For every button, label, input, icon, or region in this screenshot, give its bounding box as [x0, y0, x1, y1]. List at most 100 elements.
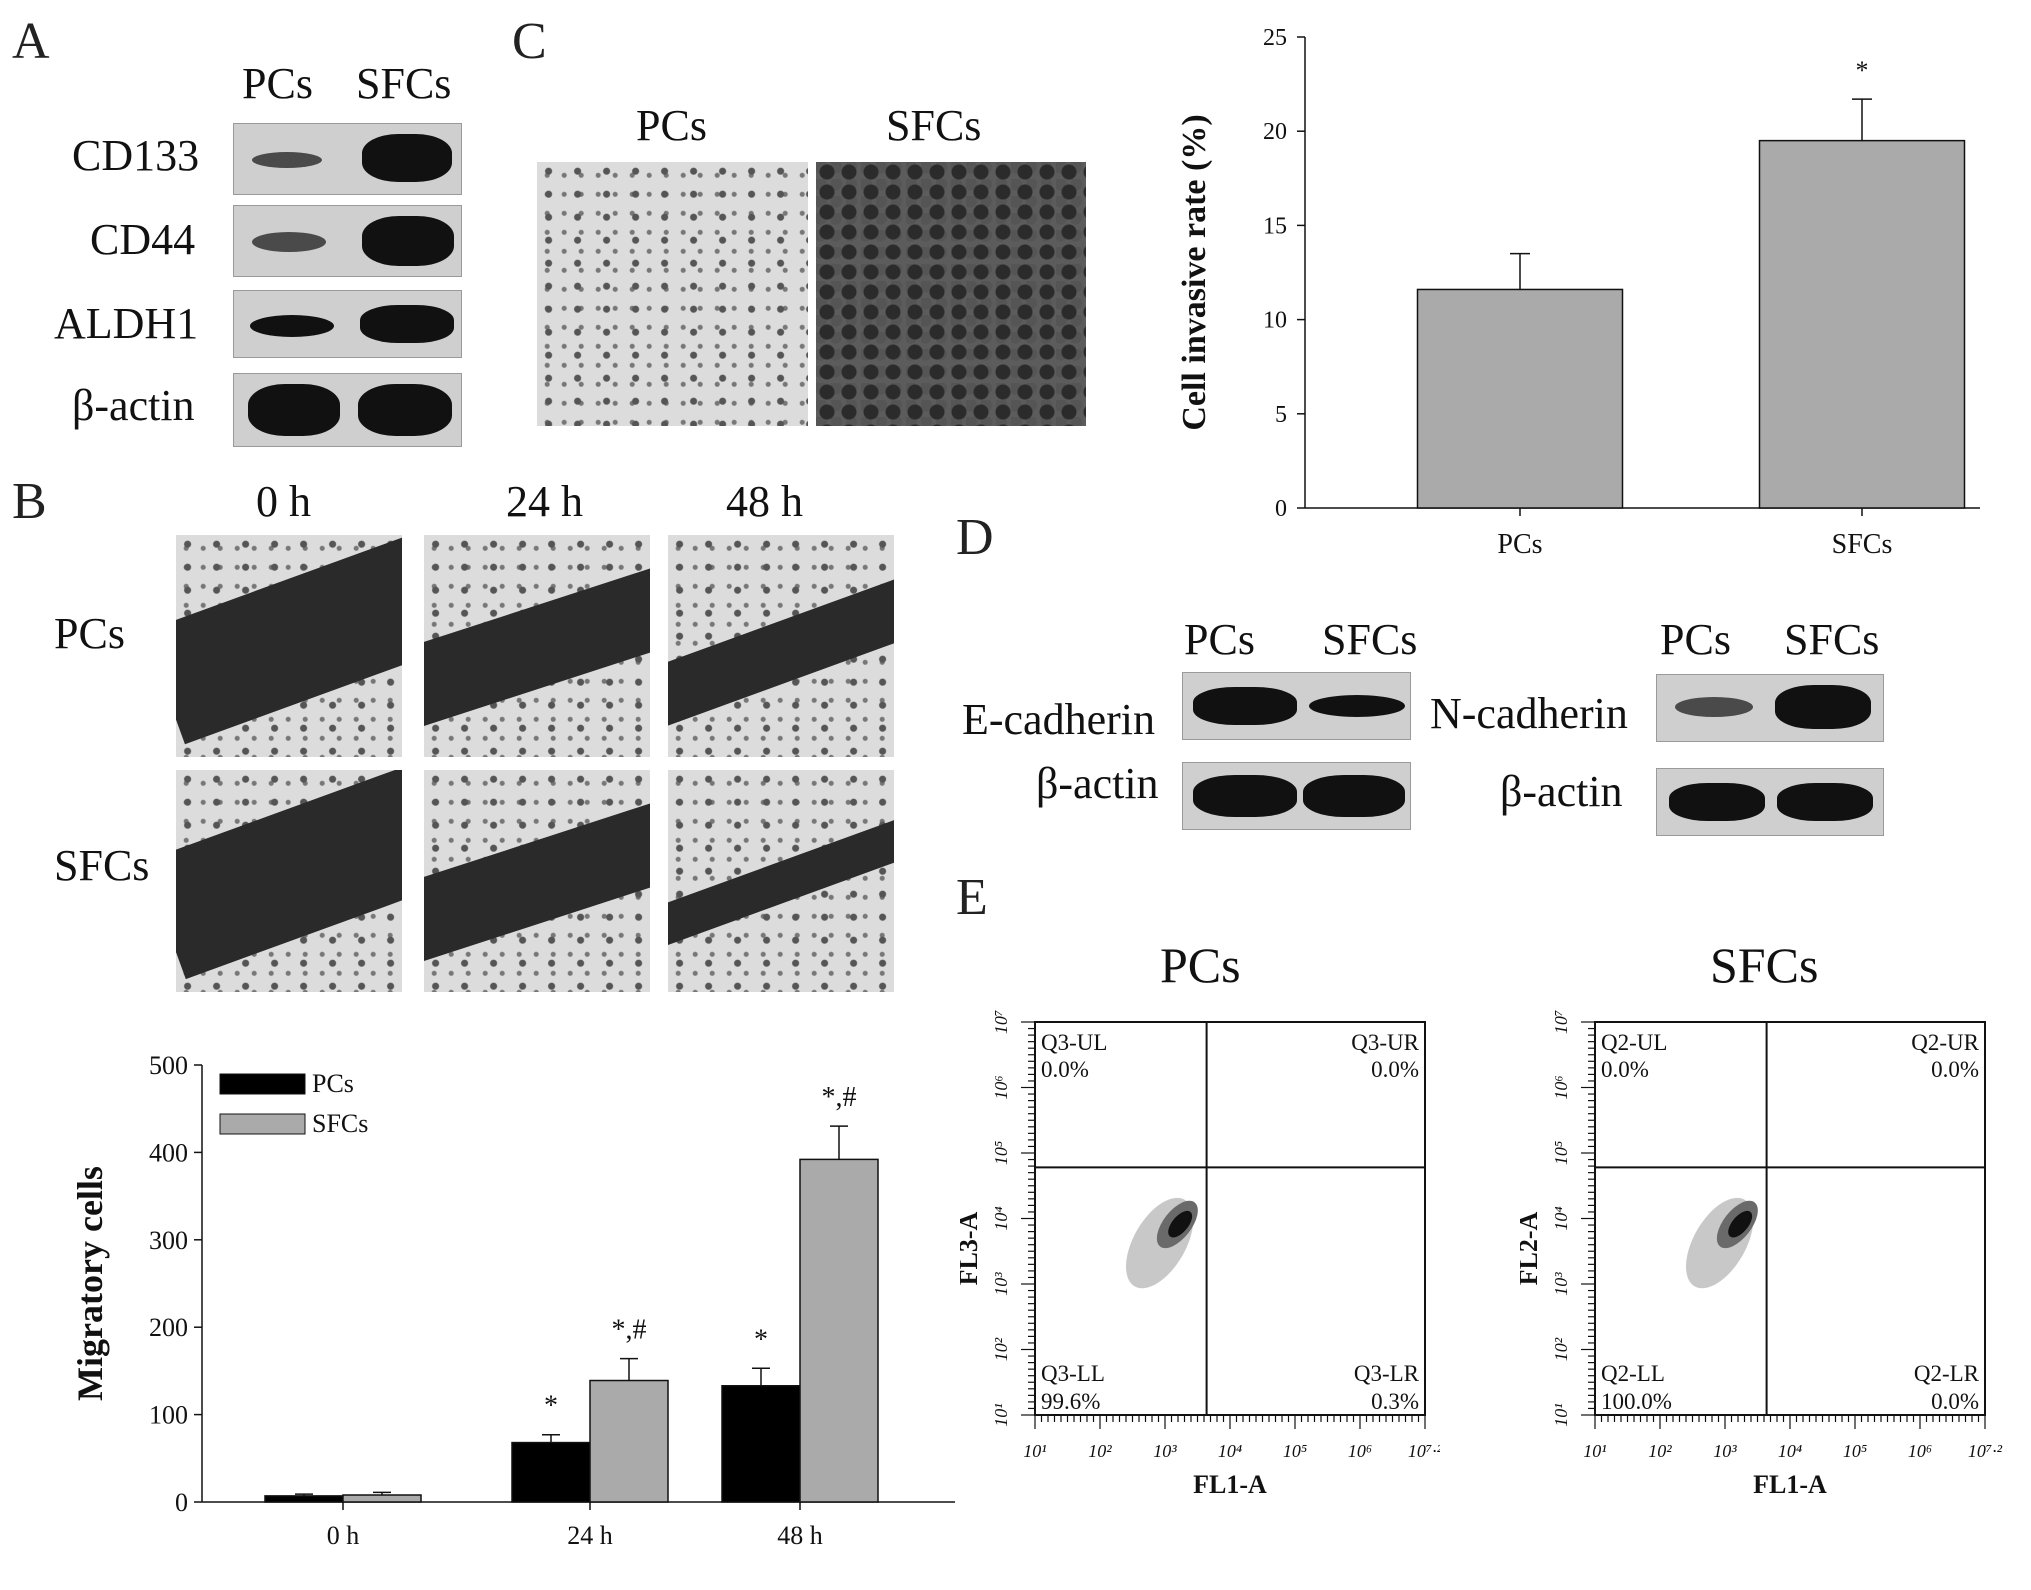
quadrant-value-ul: 0.0%	[1041, 1057, 1089, 1082]
bar-pcs-1	[511, 1441, 591, 1503]
panel-b-time-label-24h: 24 h	[506, 477, 583, 526]
quadrant-value-ll: 100.0%	[1601, 1389, 1672, 1414]
facs-population-core	[1168, 1210, 1193, 1238]
panel-b-time-label-0h: 0 h	[256, 477, 311, 526]
facs-frame	[1594, 1021, 1986, 1416]
quadrant-label-ur: Q2-UR	[1911, 1030, 1979, 1055]
blot-beta-actin-d-left	[1182, 762, 1411, 830]
y-tick-label: 100	[149, 1401, 188, 1430]
legend-swatch-sfcs	[219, 1113, 306, 1135]
significance-label: *,#	[612, 1315, 647, 1346]
facs-y-tick-label: 10⁵	[991, 1141, 1011, 1165]
facs-x-tick-label: 10²	[1088, 1441, 1112, 1461]
y-tick-label: 10	[1263, 308, 1287, 334]
y-tick-label: 200	[149, 1313, 188, 1342]
facs-y-tick-label: 10⁶	[1551, 1075, 1571, 1099]
panel-d-left-col-pcs: PCs	[1184, 615, 1255, 664]
scratch-image-pcs-48h	[668, 535, 894, 757]
band-e-cadherin-pcs	[1193, 687, 1297, 725]
panel-letter-d: D	[956, 509, 994, 566]
quadrant-value-ll: 99.6%	[1041, 1389, 1100, 1414]
facs-y-tick-label: 10⁶	[991, 1075, 1011, 1099]
quadrant-label-ll: Q3-LL	[1041, 1361, 1105, 1386]
y-tick-label: 20	[1263, 119, 1287, 145]
significance-label: *,#	[822, 1082, 857, 1113]
quadrant-label-ul: Q3-UL	[1041, 1030, 1107, 1055]
scratch-image-sfcs-24h	[424, 770, 650, 992]
scratch-image-sfcs-48h	[668, 770, 894, 992]
blot-aldh1	[233, 290, 462, 358]
bar-sfcs	[1758, 139, 1966, 509]
facs-y-tick-label: 10¹	[1551, 1403, 1571, 1426]
band-beta-actin-dl-sfcs	[1303, 775, 1405, 817]
bar-sfcs-0	[342, 1494, 422, 1503]
y-tick-label: 0	[1275, 496, 1287, 522]
scratch-image-pcs-24h	[424, 535, 650, 757]
panel-a-row-label-beta-actin: β-actin	[72, 381, 195, 430]
band-beta-actin-dr-sfcs	[1777, 783, 1873, 821]
band-aldh1-pcs	[250, 315, 334, 337]
facs-y-tick-label: 10⁷	[991, 1010, 1011, 1034]
x-tick-label-sfcs: SFCs	[1832, 529, 1893, 560]
quadrant-label-lr: Q2-LR	[1914, 1361, 1980, 1386]
blot-n-cadherin	[1656, 674, 1884, 742]
facs-plot-pcs: 10¹ 10² 10³ 10⁴ 10⁵ 10⁶ 10⁷·² 10¹ 10² 10³ 10⁴ 10⁵ 10…	[960, 1010, 1440, 1499]
blot-beta-actin-a	[233, 373, 462, 447]
facs-y-tick-label: 10⁴	[991, 1206, 1011, 1230]
legend-swatch-pcs	[219, 1073, 306, 1095]
quadrant-value-lr: 0.3%	[1371, 1389, 1419, 1414]
facs-plot-sfcs: 10¹ 10² 10³ 10⁴ 10⁵ 10⁶ 10⁷·² 10¹ 10² 10³ 10⁴ 10⁵ 10…	[1520, 1010, 2003, 1499]
band-n-cadherin-pcs	[1675, 697, 1753, 717]
invasion-image-pcs	[537, 162, 808, 426]
facs-x-tick-label: 10³	[1713, 1441, 1737, 1461]
band-beta-actin-dl-pcs	[1193, 775, 1297, 817]
band-beta-actin-a-sfcs	[358, 384, 452, 436]
band-cd133-sfcs	[362, 134, 452, 182]
quadrant-label-lr: Q3-LR	[1354, 1361, 1420, 1386]
bar-sfcs-2	[799, 1158, 879, 1503]
facs-x-tick-label: 10¹	[1583, 1441, 1606, 1461]
facs-x-axis-label: FL1-A	[1193, 1470, 1267, 1499]
significance-label: *	[544, 1391, 558, 1422]
panel-c-image-label-pcs: PCs	[636, 101, 707, 150]
band-beta-actin-a-pcs	[248, 384, 340, 436]
quadrant-value-ur: 0.0%	[1931, 1057, 1979, 1082]
panel-d-label-beta-actin-right: β-actin	[1500, 767, 1623, 816]
y-tick-label: 5	[1275, 402, 1287, 428]
x-tick-label: 48 h	[777, 1521, 823, 1550]
scratch-image-sfcs-0h	[176, 770, 402, 992]
y-tick-label: 15	[1263, 213, 1287, 239]
bar-pcs-2	[721, 1385, 801, 1503]
facs-frame	[1034, 1021, 1426, 1416]
facs-y-tick-label: 10⁴	[1551, 1206, 1571, 1230]
quadrant-value-lr: 0.0%	[1931, 1389, 1979, 1414]
panel-d-label-e-cadherin: E-cadherin	[962, 695, 1155, 744]
panel-d-right-col-sfcs: SFCs	[1784, 615, 1880, 664]
blot-cd133	[233, 123, 462, 195]
band-cd44-sfcs	[362, 216, 454, 266]
y-tick-label: 0	[175, 1488, 188, 1517]
facs-x-tick-label: 10⁴	[1778, 1441, 1802, 1461]
panel-letter-e: E	[956, 869, 988, 926]
band-cd133-pcs	[252, 152, 322, 168]
y-axis-title: Migratory cells	[70, 1166, 110, 1401]
facs-x-tick-label: 10⁵	[1283, 1441, 1307, 1461]
panel-a-col-label-pcs: PCs	[242, 59, 313, 108]
facs-y-tick-label: 10⁷	[1551, 1010, 1571, 1034]
legend-label-pcs: PCs	[312, 1069, 354, 1098]
facs-x-tick-label: 10²	[1648, 1441, 1672, 1461]
blot-beta-actin-d-right	[1656, 768, 1884, 836]
chart-migratory-cells: 0 100 200 300 400 500 Migratory cells 0 h * *,# 24…	[70, 1051, 955, 1550]
quadrant-value-ur: 0.0%	[1371, 1057, 1419, 1082]
quadrant-value-ul: 0.0%	[1601, 1057, 1649, 1082]
y-tick-label: 400	[149, 1138, 188, 1167]
facs-x-tick-label: 10¹	[1023, 1441, 1046, 1461]
band-cd44-pcs	[252, 232, 326, 252]
bar-pcs	[1416, 288, 1624, 509]
panel-d-label-n-cadherin: N-cadherin	[1430, 689, 1628, 738]
facs-x-tick-label: 10⁶	[1908, 1441, 1932, 1461]
panel-b-row-label-sfcs: SFCs	[54, 841, 150, 890]
band-beta-actin-dr-pcs	[1669, 783, 1765, 821]
band-aldh1-sfcs	[360, 305, 454, 343]
facs-x-tick-label: 10⁴	[1218, 1441, 1242, 1461]
